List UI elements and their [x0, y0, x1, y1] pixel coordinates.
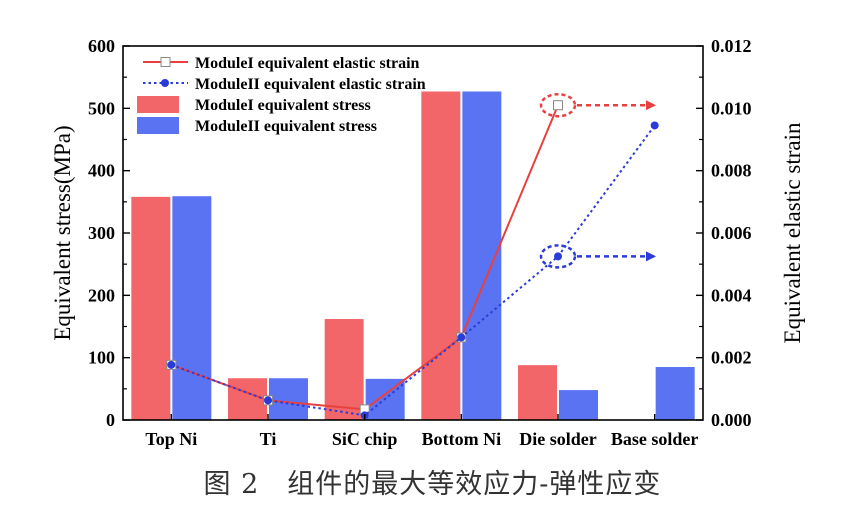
legend-label-2: ModuleII equivalent elastic strain	[195, 76, 426, 93]
ytick-label-left-5: 500	[88, 98, 115, 118]
ytick-label-right-4: 0.008	[711, 161, 752, 181]
legend-swatch-bar-module1	[137, 96, 179, 113]
xtick-label-1: Ti	[260, 429, 277, 449]
bar-module1-2	[324, 319, 364, 420]
ytick-label-right-3: 0.006	[711, 223, 752, 243]
bar-module1-0	[131, 196, 171, 420]
marker-module2-5	[650, 121, 659, 130]
xtick-label-2: SiC chip	[332, 429, 398, 449]
annotation-ellipse-1	[539, 92, 577, 118]
ytick-label-right-6: 0.012	[711, 36, 752, 56]
xtick-label-4: Die solder	[519, 429, 596, 449]
bar-module2-1	[269, 378, 308, 420]
legend-label-4: ModuleII equivalent stress	[195, 118, 377, 135]
legend-label-3: ModuleI equivalent stress	[195, 97, 371, 114]
line-module2	[170, 124, 656, 417]
bar-module2-0	[172, 196, 212, 420]
ytick-label-left-4: 400	[88, 161, 115, 181]
legend: ModuleI equivalent elastic strain ModuleI…	[137, 55, 426, 135]
bar-module1-3	[421, 91, 461, 421]
marker-module2-1	[264, 396, 272, 405]
ytick-label-right-1: 0.002	[711, 348, 752, 368]
marker-module2-4	[554, 252, 562, 261]
bar-module1-1	[228, 378, 267, 420]
bar-module2-5	[655, 367, 695, 420]
legend-label-1: ModuleI equivalent elastic strain	[195, 55, 420, 72]
ytick-label-right-2: 0.004	[711, 285, 752, 305]
marker-module1-4	[553, 100, 563, 111]
ytick-label-right-0: 0.000	[711, 410, 752, 430]
bar-module2-4	[559, 390, 598, 420]
xtick-label-0: Top Ni	[145, 429, 197, 449]
ytick-label-left-3: 300	[88, 223, 115, 243]
xtick-label-3: Bottom Ni	[422, 429, 502, 449]
y-axis-title-left: Equivalent stress(MPa)	[50, 125, 75, 340]
y-axis-title-right: Equivalent elastic strain	[780, 122, 805, 343]
marker-module2-3	[457, 333, 466, 342]
legend-swatch-bar-module2	[137, 117, 179, 134]
ytick-label-left-2: 200	[88, 285, 115, 305]
figure-caption: 图 2 组件的最大等效应力-弹性应变	[203, 469, 662, 500]
annotation-ellipse-2	[539, 244, 577, 269]
xtick-label-5: Base solder	[611, 429, 699, 449]
legend-swatch-marker-module2	[161, 79, 169, 87]
ytick-label-left-0: 0	[106, 410, 115, 430]
bar-module1-4	[518, 365, 557, 420]
legend-swatch-marker-module1	[160, 57, 171, 67]
marker-module2-0	[167, 360, 176, 369]
ytick-label-left-1: 100	[88, 348, 115, 368]
chart: 0 100 200 300 400 500 600 0.000 0.002 0.004 0.006 0…	[50, 36, 805, 449]
ytick-label-left-6: 600	[88, 36, 115, 56]
ytick-label-right-5: 0.010	[711, 98, 752, 118]
